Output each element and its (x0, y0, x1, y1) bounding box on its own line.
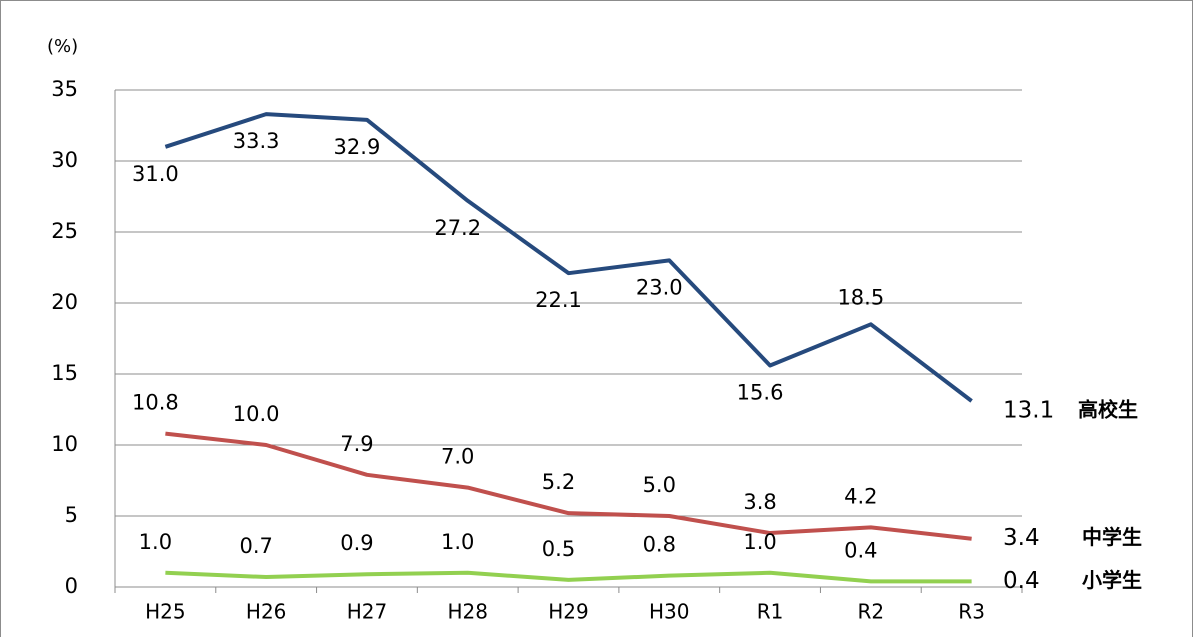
data-label: 1.0 (441, 530, 474, 554)
y-tick-label: 0 (65, 574, 78, 598)
x-tick-label: R1 (757, 600, 784, 624)
data-label: 5.2 (542, 470, 575, 494)
series-label: 中学生 (1082, 525, 1142, 549)
data-label: 32.9 (334, 135, 381, 159)
x-tick-label: H30 (649, 600, 690, 624)
data-label: 10.8 (132, 391, 179, 415)
x-tick-label: R2 (858, 600, 885, 624)
data-label: 0.4 (1003, 568, 1040, 594)
y-tick-label: 35 (51, 77, 78, 101)
data-label: 1.0 (743, 530, 776, 554)
x-tick-label: H27 (347, 600, 388, 624)
data-label: 0.5 (542, 537, 575, 561)
data-label: 4.2 (844, 484, 877, 508)
data-label: 18.5 (837, 285, 884, 309)
y-tick-label: 25 (51, 219, 78, 243)
series-label: 高校生 (1078, 397, 1138, 421)
data-label: 0.9 (340, 531, 373, 555)
line (165, 570, 972, 584)
y-tick-label: 30 (51, 148, 78, 172)
x-tick-label: R3 (958, 600, 985, 624)
line (164, 112, 973, 403)
data-label: 15.6 (737, 380, 784, 404)
line (165, 431, 972, 541)
x-tick-label: H25 (145, 600, 186, 624)
data-label: 5.0 (643, 473, 676, 497)
data-label: 0.8 (643, 533, 676, 557)
data-label: 23.0 (636, 275, 683, 299)
series-label: 小学生 (1082, 568, 1142, 592)
data-label: 1.0 (139, 530, 172, 554)
data-label: 27.2 (434, 216, 481, 240)
y-tick-label: 15 (51, 361, 78, 385)
data-label: 0.4 (844, 538, 877, 562)
data-label: 33.3 (233, 129, 280, 153)
data-label: 7.9 (340, 432, 373, 456)
x-tick-label: H28 (447, 600, 488, 624)
x-tick-label: H29 (548, 600, 589, 624)
data-label: 3.4 (1003, 525, 1040, 551)
data-label: 0.7 (239, 534, 272, 558)
data-label: 7.0 (441, 445, 474, 469)
y-tick-label: 5 (65, 503, 78, 527)
x-tick-label: H26 (246, 600, 287, 624)
y-tick-label: 10 (51, 432, 78, 456)
data-label: 22.1 (535, 288, 582, 312)
data-label: 13.1 (1003, 397, 1054, 423)
data-label: 3.8 (743, 490, 776, 514)
y-axis-label: (%) (47, 36, 78, 57)
y-tick-label: 20 (51, 290, 78, 314)
data-label: 31.0 (132, 162, 179, 186)
data-label: 10.0 (233, 402, 280, 426)
